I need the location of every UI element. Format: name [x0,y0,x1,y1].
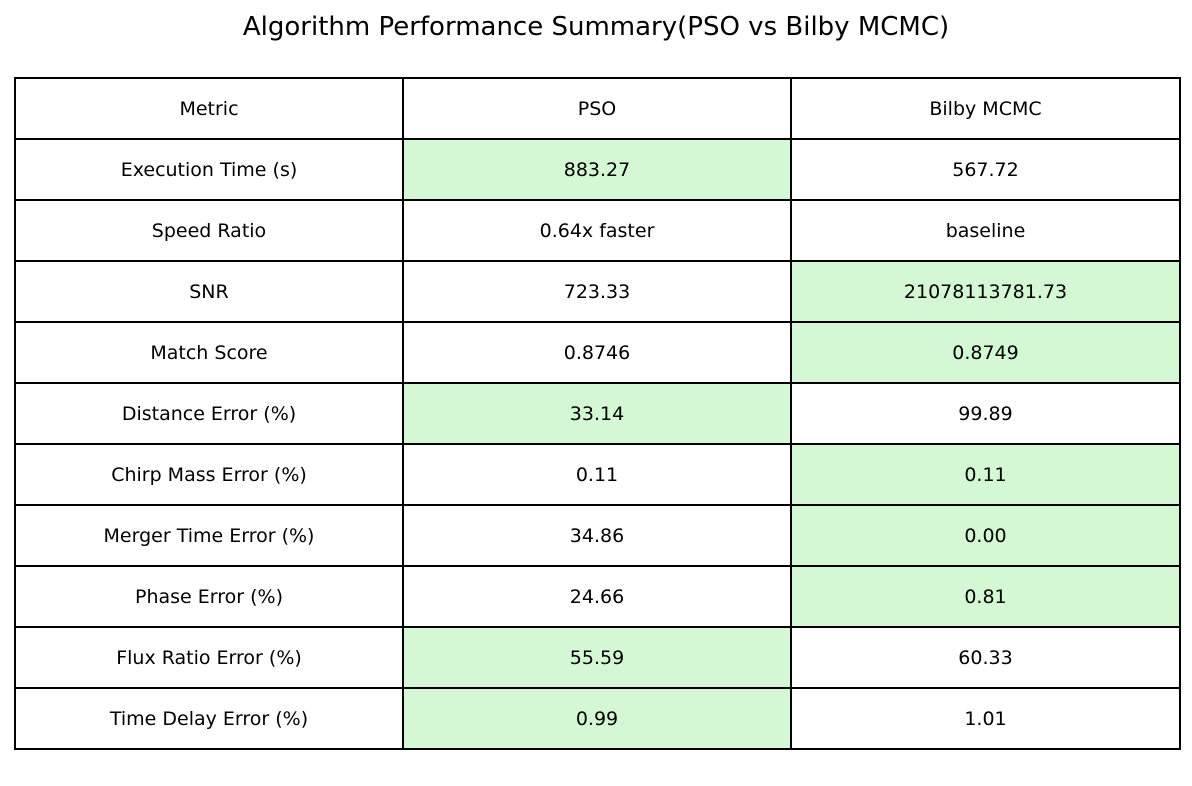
pso-value-cell: 24.66 [402,565,792,628]
metric-cell: Speed Ratio [14,199,404,262]
pso-value-cell: 0.99 [402,687,792,750]
table-header-row: Metric PSO Bilby MCMC [14,77,1181,140]
metric-cell: Flux Ratio Error (%) [14,626,404,689]
pso-value-cell: 0.11 [402,443,792,506]
chart-title: Algorithm Performance Summary(PSO vs Bil… [242,12,950,42]
metric-cell: Execution Time (s) [14,138,404,201]
metric-cell: Chirp Mass Error (%) [14,443,404,506]
bilby-mcmc-value-cell: baseline [790,199,1181,262]
bilby-mcmc-value-cell: 0.11 [790,443,1181,506]
pso-value-cell: 0.8746 [402,321,792,384]
table-row: Time Delay Error (%) 0.99 1.01 [14,687,1181,750]
pso-value-cell: 0.64x faster [402,199,792,262]
table-row: Speed Ratio 0.64x faster baseline [14,199,1181,262]
bilby-mcmc-value-cell: 0.8749 [790,321,1181,384]
performance-summary-table: Metric PSO Bilby MCMC Execution Time (s)… [14,77,1181,750]
pso-value-cell: 55.59 [402,626,792,689]
table-row: Match Score 0.8746 0.8749 [14,321,1181,384]
metric-cell: Distance Error (%) [14,382,404,445]
bilby-mcmc-value-cell: 0.81 [790,565,1181,628]
metric-cell: Phase Error (%) [14,565,404,628]
metric-cell: Time Delay Error (%) [14,687,404,750]
bilby-mcmc-value-cell: 567.72 [790,138,1181,201]
table-row: Flux Ratio Error (%) 55.59 60.33 [14,626,1181,689]
table-row: Execution Time (s) 883.27 567.72 [14,138,1181,201]
bilby-mcmc-value-cell: 1.01 [790,687,1181,750]
table-row: Chirp Mass Error (%) 0.11 0.11 [14,443,1181,506]
metric-cell: Match Score [14,321,404,384]
metric-cell: Merger Time Error (%) [14,504,404,567]
bilby-mcmc-value-cell: 21078113781.73 [790,260,1181,323]
pso-value-cell: 34.86 [402,504,792,567]
metric-cell: SNR [14,260,404,323]
pso-value-cell: 883.27 [402,138,792,201]
column-header-metric: Metric [14,77,404,140]
bilby-mcmc-value-cell: 99.89 [790,382,1181,445]
table-row: Distance Error (%) 33.14 99.89 [14,382,1181,445]
table-row: SNR 723.33 21078113781.73 [14,260,1181,323]
pso-value-cell: 33.14 [402,382,792,445]
bilby-mcmc-value-cell: 60.33 [790,626,1181,689]
table-row: Merger Time Error (%) 34.86 0.00 [14,504,1181,567]
column-header-bilby-mcmc: Bilby MCMC [790,77,1181,140]
pso-value-cell: 723.33 [402,260,792,323]
bilby-mcmc-value-cell: 0.00 [790,504,1181,567]
column-header-pso: PSO [402,77,792,140]
table-row: Phase Error (%) 24.66 0.81 [14,565,1181,628]
